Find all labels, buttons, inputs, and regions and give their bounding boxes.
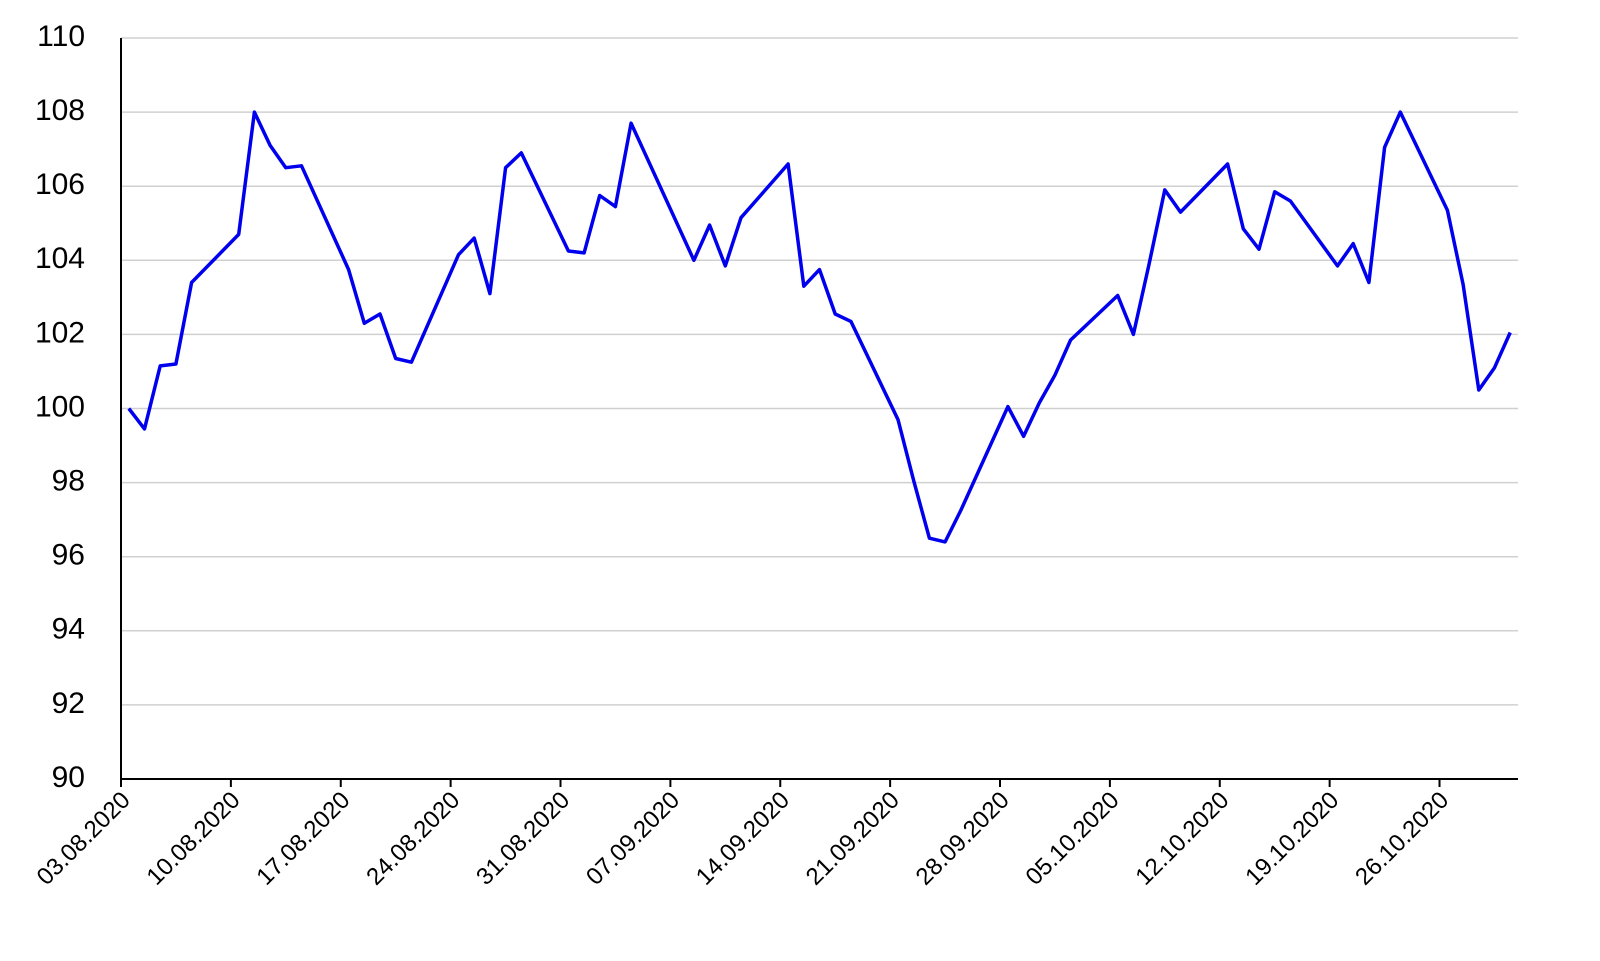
x-tick-label: 05.10.2020: [1021, 787, 1125, 891]
y-tick-label: 102: [35, 316, 85, 349]
x-tick-label: 03.08.2020: [32, 787, 136, 891]
y-tick-label: 110: [37, 20, 85, 53]
data-line: [127, 110, 1512, 544]
y-tick-label: 98: [52, 465, 85, 498]
y-tick-label: 96: [52, 539, 85, 572]
y-tick-label: 104: [35, 242, 85, 275]
y-tick-label: 90: [52, 761, 85, 794]
x-tick-label: 19.10.2020: [1240, 787, 1344, 891]
x-tick-label: 07.09.2020: [581, 787, 685, 891]
x-tick-label: 24.08.2020: [361, 787, 465, 891]
y-tick-label: 108: [35, 94, 85, 127]
x-tick-label: 26.10.2020: [1350, 787, 1454, 891]
x-tick-label: 12.10.2020: [1130, 787, 1234, 891]
x-tick-label: 31.08.2020: [471, 787, 575, 891]
y-tick-label: 92: [52, 687, 85, 720]
x-tick-label: 21.09.2020: [801, 787, 905, 891]
y-tick-label: 106: [35, 168, 85, 201]
y-tick-label: 94: [52, 613, 85, 646]
x-tick-label: 14.09.2020: [691, 787, 795, 891]
x-tick-label: 10.08.2020: [142, 787, 246, 891]
x-tick-label: 28.09.2020: [911, 787, 1015, 891]
y-tick-label: 100: [35, 390, 85, 423]
x-tick-label: 17.08.2020: [251, 787, 355, 891]
